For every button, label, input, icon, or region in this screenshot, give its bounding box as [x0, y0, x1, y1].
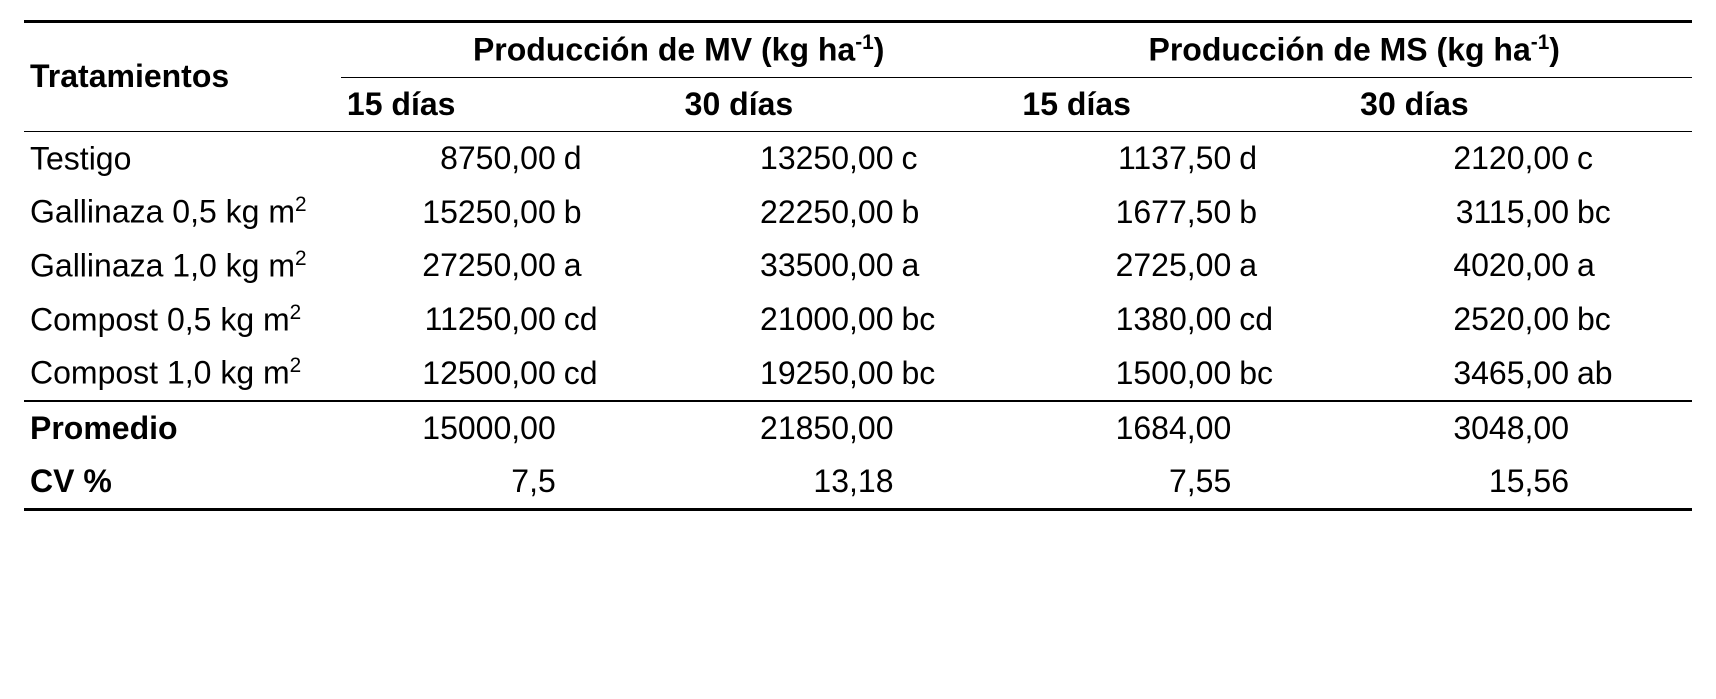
promedio-label: Promedio — [24, 401, 341, 455]
data-table: Tratamientos Producción de MV (kg ha-1) … — [24, 20, 1692, 511]
header-group-mv: Producción de MV (kg ha-1) — [341, 22, 1017, 78]
cell-value: 21850,00 — [679, 401, 896, 455]
cell-value: 1380,00 — [1016, 293, 1233, 347]
header-row-1: Tratamientos Producción de MV (kg ha-1) … — [24, 22, 1692, 78]
cell-value: 27250,00 — [341, 239, 558, 293]
cell-letter: b — [558, 185, 679, 239]
cell-letter: bc — [1233, 346, 1354, 401]
cell-value: 3048,00 — [1354, 401, 1571, 455]
cell-letter: c — [1571, 131, 1692, 185]
summary-row-promedio: Promedio 15000,00 21850,00 1684,00 3048,… — [24, 401, 1692, 455]
cell-letter: ab — [1571, 346, 1692, 401]
cell-value: 1677,50 — [1016, 185, 1233, 239]
treatment-label: Compost 0,5 kg m2 — [24, 293, 341, 347]
cell-value: 19250,00 — [679, 346, 896, 401]
cell-letter: cd — [558, 346, 679, 401]
summary-row-cv: CV % 7,5 13,18 7,55 15,56 — [24, 455, 1692, 510]
cell-letter: d — [558, 131, 679, 185]
header-group-mv-prefix: Producción de MV (kg ha — [473, 32, 855, 68]
treatment-label: Testigo — [24, 131, 341, 185]
cell-letter: cd — [558, 293, 679, 347]
header-group-mv-suffix: ) — [874, 32, 885, 68]
treatment-label: Gallinaza 1,0 kg m2 — [24, 239, 341, 293]
cell-letter: bc — [1571, 185, 1692, 239]
cell-value: 1137,50 — [1016, 131, 1233, 185]
header-group-ms-sup: -1 — [1531, 31, 1550, 54]
table-row: Testigo 8750,00 d 13250,00 c 1137,50 d 2… — [24, 131, 1692, 185]
cell-value: 15,56 — [1354, 455, 1571, 510]
header-ms-30: 30 días — [1354, 77, 1692, 131]
header-ms-15: 15 días — [1016, 77, 1354, 131]
cell-value: 15250,00 — [341, 185, 558, 239]
cell-value: 1684,00 — [1016, 401, 1233, 455]
cv-label: CV % — [24, 455, 341, 510]
cell-value: 11250,00 — [341, 293, 558, 347]
cell-value: 3115,00 — [1354, 185, 1571, 239]
cell-value: 4020,00 — [1354, 239, 1571, 293]
header-mv-15: 15 días — [341, 77, 679, 131]
header-group-ms-suffix: ) — [1549, 32, 1560, 68]
header-group-ms: Producción de MS (kg ha-1) — [1016, 22, 1692, 78]
cell-letter: a — [558, 239, 679, 293]
cell-letter: bc — [1571, 293, 1692, 347]
table-row: Gallinaza 0,5 kg m2 15250,00 b 22250,00 … — [24, 185, 1692, 239]
cell-letter: bc — [896, 346, 1017, 401]
cell-value: 8750,00 — [341, 131, 558, 185]
cell-value: 7,55 — [1016, 455, 1233, 510]
cell-value: 15000,00 — [341, 401, 558, 455]
cell-letter: b — [1233, 185, 1354, 239]
cell-value: 2725,00 — [1016, 239, 1233, 293]
cell-value: 22250,00 — [679, 185, 896, 239]
header-group-ms-prefix: Producción de MS (kg ha — [1149, 32, 1531, 68]
cell-letter: d — [1233, 131, 1354, 185]
cell-value: 33500,00 — [679, 239, 896, 293]
cell-value: 3465,00 — [1354, 346, 1571, 401]
cell-letter: c — [896, 131, 1017, 185]
cell-letter: b — [896, 185, 1017, 239]
cell-letter: bc — [896, 293, 1017, 347]
cell-letter: a — [896, 239, 1017, 293]
table-row: Gallinaza 1,0 kg m2 27250,00 a 33500,00 … — [24, 239, 1692, 293]
treatment-label: Compost 1,0 kg m2 — [24, 346, 341, 401]
table-row: Compost 1,0 kg m2 12500,00 cd 19250,00 b… — [24, 346, 1692, 401]
cell-letter: a — [1233, 239, 1354, 293]
header-treatments: Tratamientos — [24, 22, 341, 132]
cell-letter: a — [1571, 239, 1692, 293]
header-group-mv-sup: -1 — [855, 31, 874, 54]
cell-value: 2520,00 — [1354, 293, 1571, 347]
cell-letter: cd — [1233, 293, 1354, 347]
cell-value: 13250,00 — [679, 131, 896, 185]
header-mv-30: 30 días — [679, 77, 1017, 131]
cell-value: 13,18 — [679, 455, 896, 510]
cell-value: 2120,00 — [1354, 131, 1571, 185]
table-row: Compost 0,5 kg m2 11250,00 cd 21000,00 b… — [24, 293, 1692, 347]
treatment-label: Gallinaza 0,5 kg m2 — [24, 185, 341, 239]
cell-value: 7,5 — [341, 455, 558, 510]
cell-value: 12500,00 — [341, 346, 558, 401]
cell-value: 21000,00 — [679, 293, 896, 347]
cell-value: 1500,00 — [1016, 346, 1233, 401]
